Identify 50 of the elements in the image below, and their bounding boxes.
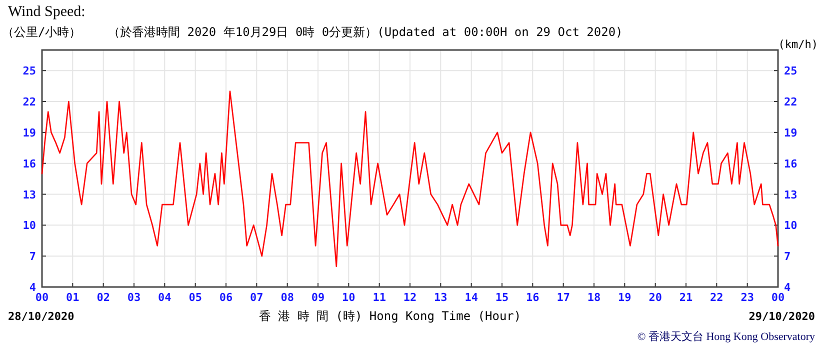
y2-tick-label: 16 [784, 157, 798, 170]
x-tick-label: 12 [403, 291, 417, 304]
y2-axis-title: (km/h) [778, 38, 818, 51]
text: 28/10/2020 [8, 310, 74, 323]
x-tick-label: 01 [66, 291, 80, 304]
x-tick-label: 15 [495, 291, 509, 304]
x-tick-label: 20 [648, 291, 662, 304]
x-tick-label: 19 [618, 291, 632, 304]
x-tick-label: 11 [372, 291, 386, 304]
y-tick-label: 16 [22, 157, 36, 170]
y2-tick-label: 22 [784, 96, 798, 109]
y-tick-label: 19 [22, 126, 36, 140]
x-tick-label: 06 [219, 291, 233, 304]
x-tick-label: 10 [342, 291, 356, 304]
y2-tick-label: 13 [784, 188, 798, 202]
text: 29/10/2020 [748, 310, 815, 323]
x-tick-label: 00 [35, 291, 49, 304]
x-tick-label: 14 [464, 291, 478, 304]
y-tick-label: 4 [29, 281, 36, 294]
line-series [41, 90, 779, 268]
x-tick-label: 09 [311, 291, 325, 304]
y-tick-label: 13 [22, 188, 36, 202]
y-tick-label: 25 [22, 64, 36, 78]
x-tick-label: 23 [740, 291, 754, 304]
y2-tick-label: 10 [784, 219, 798, 232]
x-tick-label: 22 [710, 291, 724, 304]
chart-title: Wind Speed: [8, 4, 86, 20]
y-tick-label: 22 [22, 96, 36, 109]
x-tick-label: 08 [280, 291, 294, 304]
x-tick-label: 07 [250, 291, 264, 304]
y-tick-label: 7 [29, 250, 36, 264]
x-tick-label: 03 [127, 291, 141, 304]
x-tick-label: 05 [188, 291, 202, 304]
y2-tick-label: 25 [784, 64, 798, 78]
x-tick-label: 18 [587, 291, 601, 304]
y-axis-title: （公里/小時） [2, 25, 82, 39]
text: © 香港天文台 Hong Kong Observatory [637, 330, 816, 343]
x-axis-title: 香 港 時 間 (時) Hong Kong Time (Hour) [258, 309, 522, 323]
x-tick-label: 04 [158, 291, 172, 304]
x-tick-label: 00 [771, 291, 785, 304]
y2-tick-label: 7 [784, 250, 791, 264]
y2-tick-label: 4 [784, 281, 791, 294]
x-tick-label: 02 [96, 291, 110, 304]
chart-subtitle: （於香港時間 2020 年10月29日 0時 0分更新）(Updated at 00:00H on 29 Oct 2020) [108, 25, 623, 39]
x-tick-label: 21 [679, 291, 693, 304]
x-tick-label: 13 [434, 291, 448, 304]
x-tick-label: 17 [556, 291, 570, 304]
x-tick-label: 16 [526, 291, 540, 304]
y-tick-label: 10 [22, 219, 36, 232]
y2-tick-label: 19 [784, 126, 798, 140]
